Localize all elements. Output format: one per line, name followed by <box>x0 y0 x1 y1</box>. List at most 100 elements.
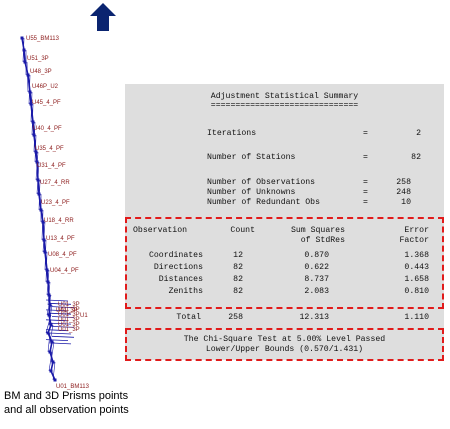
figure-caption: BM and 3D Prisms points and all observat… <box>4 389 204 417</box>
station-point <box>47 293 51 297</box>
station-label: U35_4_PF <box>35 146 64 152</box>
station-point <box>45 268 49 272</box>
station-point <box>50 340 54 344</box>
station-point <box>35 160 39 164</box>
station-point <box>34 150 38 154</box>
station-label-cluster: U01_3P <box>58 307 80 313</box>
unknowns-eq: = <box>363 188 368 197</box>
row-sum-squares: 0.870 <box>304 251 329 260</box>
station-label: U04_4_PF <box>50 268 79 274</box>
station-label: U08_4_PF <box>48 252 77 258</box>
sight-line <box>42 221 46 253</box>
sight-line <box>26 61 29 93</box>
sight-line <box>28 74 31 105</box>
cluster-line <box>51 306 75 308</box>
stations-eq: = <box>363 153 368 162</box>
station-point <box>46 331 50 335</box>
sight-line <box>52 361 56 381</box>
station-label-cluster: U01_3P <box>58 312 80 318</box>
station-point <box>26 73 30 77</box>
traverse-network-plot: U55_BM113 U51_3P U48_3P U46P_U2 U45_4_PF U40_… <box>20 36 90 390</box>
station-label: U55_BM113 <box>26 36 60 42</box>
station-points <box>20 36 57 382</box>
station-point <box>39 208 43 212</box>
station-point <box>51 360 55 364</box>
station-point <box>43 250 47 254</box>
row-count: 82 <box>233 275 243 284</box>
row-sum-squares: 8.737 <box>304 275 329 284</box>
station-point <box>53 378 57 382</box>
station-label: U45_4_PF <box>32 100 61 106</box>
row-sum-squares: 0.622 <box>304 263 329 272</box>
traverse-lines <box>21 37 75 381</box>
sight-line <box>34 134 37 163</box>
traverse-main-line <box>21 37 56 381</box>
cluster-line <box>48 332 72 335</box>
sight-line <box>33 121 36 153</box>
row-count: 82 <box>233 263 243 272</box>
cluster-line <box>51 335 75 338</box>
row-error-factor: 1.658 <box>404 275 429 284</box>
chi-square-box: The Chi-Square Test at 5.00% Level Passe… <box>125 328 444 361</box>
redundant-label: Number of Redundant Obs <box>207 198 321 207</box>
cluster-line <box>51 316 75 318</box>
cluster-line <box>45 319 69 322</box>
station-point <box>46 280 50 284</box>
station-point <box>28 90 32 94</box>
row-name: Distances <box>158 275 203 284</box>
station-label: U13_4_PF <box>46 236 75 242</box>
header-observation: Observation <box>133 226 188 235</box>
row-sum-squares: 2.083 <box>304 287 329 296</box>
station-label-cluster: U01_3P <box>58 302 80 308</box>
chi-square-bounds: Lower/Upper Bounds (0.570/1.431) <box>205 345 364 354</box>
station-label: U27_4_RR <box>40 180 70 186</box>
sight-line <box>35 151 39 181</box>
station-label: U48_3P <box>30 69 52 75</box>
header-of-stdres: of StdRes <box>300 236 345 245</box>
cluster-line <box>48 302 72 305</box>
total-sum-squares: 12.313 <box>299 313 329 322</box>
iterations-eq: = <box>363 129 368 138</box>
sight-line <box>47 332 51 353</box>
sight-line <box>41 209 44 241</box>
sight-line <box>30 91 33 123</box>
unknowns-value: 248 <box>396 188 411 197</box>
station-point <box>36 178 40 182</box>
station-point <box>31 120 35 124</box>
observations-label: Number of Observations <box>207 178 316 187</box>
sight-line <box>48 351 53 372</box>
north-arrow-icon <box>90 3 116 31</box>
station-label: U51_3P <box>27 56 49 62</box>
station-point <box>48 350 52 354</box>
stations-label: Number of Stations <box>207 153 296 162</box>
station-point <box>23 60 27 64</box>
station-point <box>49 369 53 373</box>
total-error-factor: 1.110 <box>404 313 429 322</box>
row-name: Directions <box>153 263 203 272</box>
station-label-cluster: U01_3P <box>58 317 80 323</box>
station-label: U18_4_RR <box>44 218 74 224</box>
station-point <box>47 313 51 317</box>
station-point <box>49 323 53 327</box>
station-label-cluster: U01_3P <box>58 322 80 328</box>
stations-value: 82 <box>411 153 421 162</box>
adjustment-summary-panel: Adjustment Statistical Summary =========… <box>125 84 444 361</box>
station-point <box>20 36 24 40</box>
station-point <box>32 133 36 137</box>
chi-square-result: The Chi-Square Test at 5.00% Level Passe… <box>183 335 386 344</box>
header-count: Count <box>230 226 255 235</box>
header-error: Error <box>404 226 429 235</box>
cluster-line <box>45 309 69 312</box>
row-name: Zeniths <box>168 287 203 296</box>
station-labels: U55_BM113 U51_3P U48_3P U46P_U2 U45_4_PF U40_… <box>26 36 90 390</box>
row-error-factor: 0.443 <box>404 263 429 272</box>
redundant-eq: = <box>363 198 368 207</box>
cluster-line <box>48 312 72 315</box>
cluster-line <box>45 299 69 302</box>
sight-line <box>31 103 34 136</box>
station-label: U1 <box>80 313 88 319</box>
station-label: U31_4_PF <box>37 163 66 169</box>
iterations-label: Iterations <box>207 129 257 138</box>
row-error-factor: 1.368 <box>404 251 429 260</box>
unknowns-label: Number of Unknowns <box>207 188 296 197</box>
